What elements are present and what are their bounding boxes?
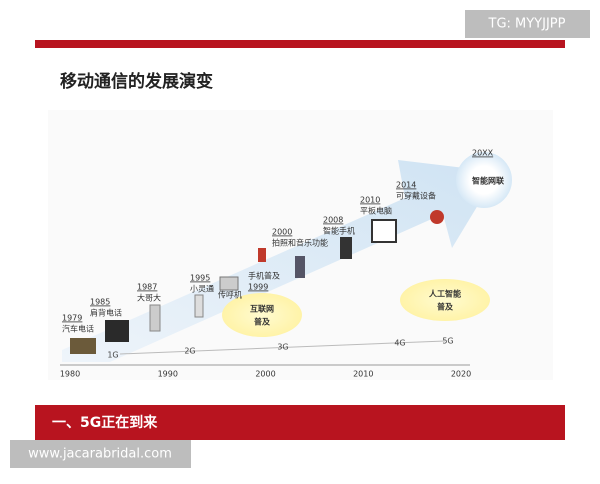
bubble: [222, 293, 302, 337]
bubble-label: 普及: [437, 302, 454, 312]
icon: [149, 304, 161, 332]
watermark: TG: MYYJJPP: [488, 17, 566, 32]
milestone-year: 1987: [137, 283, 157, 292]
milestone-label: 汽车电话: [62, 324, 94, 334]
milestone-label: 传呼机: [218, 290, 242, 300]
generation-label: 1G: [107, 351, 118, 360]
generation-label: 3G: [277, 343, 288, 352]
iot-glow: [456, 152, 512, 208]
generation-label: 2G: [184, 347, 195, 356]
footer-bar: [35, 405, 565, 440]
bubble-label: 普及: [254, 317, 271, 327]
icon: [194, 294, 204, 318]
milestone-year: 1985: [90, 298, 110, 307]
icon: [371, 219, 397, 243]
generation-label: 4G: [394, 339, 405, 348]
milestone-year: 2008: [323, 216, 343, 225]
axis-year: 2020: [451, 370, 471, 379]
milestone-label: 手机普及: [248, 271, 280, 281]
milestone-year: 1979: [62, 314, 82, 323]
milestone-label: 智能网联: [472, 176, 504, 186]
milestone-year: 1999: [248, 283, 268, 292]
icon: [430, 210, 444, 224]
watermark: www.jacarabridal.com: [28, 447, 172, 462]
bubble-label: 互联网: [250, 304, 274, 314]
milestone-label: 智能手机: [323, 226, 355, 236]
watermark-box: [10, 440, 191, 468]
milestone-year: 2010: [360, 196, 380, 205]
footer-title: 一、5G正在到来: [52, 414, 158, 431]
axis-year: 1980: [60, 370, 80, 379]
icon: [295, 256, 305, 278]
milestone-year: 2000: [272, 228, 292, 237]
icon: [70, 338, 96, 354]
icon: [105, 320, 129, 342]
milestone-label: 可穿戴设备: [396, 191, 436, 201]
axis-year: 1990: [158, 370, 178, 379]
milestone-year: 1995: [190, 274, 210, 283]
axis-year: 2010: [353, 370, 373, 379]
milestone-label: 大哥大: [137, 293, 161, 303]
generation-line: [119, 340, 446, 355]
title: 移动通信的发展演变: [60, 71, 213, 92]
growth-arrow: [62, 160, 498, 362]
milestone-year: 2014: [396, 181, 416, 190]
bubble-label: 人工智能: [429, 289, 461, 299]
milestone-label: 拍照和音乐功能: [272, 238, 328, 248]
axis-year: 2000: [255, 370, 275, 379]
milestone-year: 20XX: [472, 149, 494, 158]
icon: [340, 237, 352, 259]
generation-label: 5G: [442, 337, 453, 346]
milestone-label: 平板电脑: [360, 206, 392, 216]
watermark-box: [465, 10, 590, 38]
milestone-label: 肩背电话: [90, 308, 122, 318]
bubble: [400, 279, 490, 321]
top-bar: [35, 40, 565, 48]
milestone-label: 小灵通: [190, 284, 214, 294]
icon: [258, 248, 266, 262]
icon: [219, 276, 239, 291]
